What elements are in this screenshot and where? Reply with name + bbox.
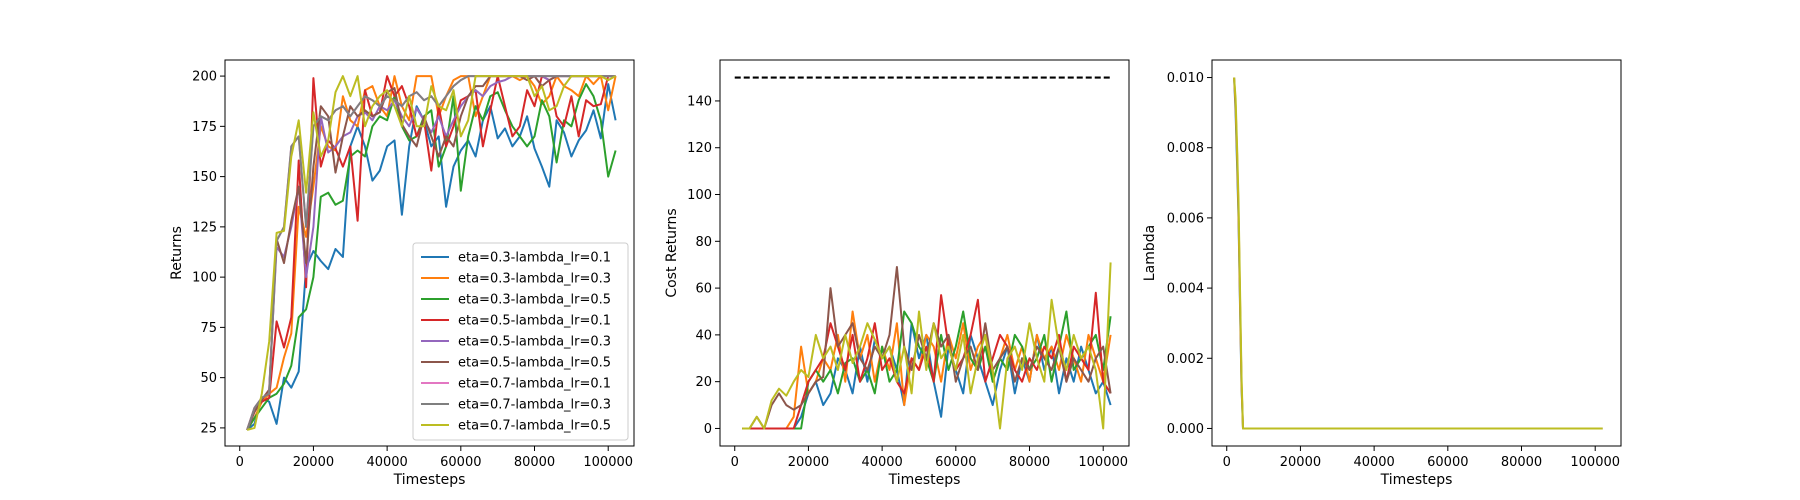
legend-item: eta=0.3-lambda_lr=0.1 <box>421 251 611 266</box>
x-tick-label: 100000 <box>1078 455 1128 470</box>
panel-2: 0 20000 40000 60000 80000 100000 0 20 40 60 80 100 1… <box>664 59 1130 488</box>
legend-item: eta=0.7-lambda_lr=0.3 <box>421 398 611 413</box>
legend: eta=0.3-lambda_lr=0.1 eta=0.3-lambda_lr=0… <box>412 242 629 441</box>
x-tick-label: 20000 <box>788 455 829 470</box>
y-tick-label: 25 <box>200 421 217 436</box>
series-line <box>246 75 616 431</box>
y-tick-label: 0.006 <box>1167 211 1204 226</box>
x-tick-label: 80000 <box>514 455 555 470</box>
panel-1: 0 20000 40000 60000 80000 100000 25 50 75 100 125 1… <box>169 59 635 488</box>
legend-label: eta=0.3-lambda_lr=0.5 <box>458 293 611 308</box>
y-tick-label: 150 <box>192 170 217 185</box>
x-tick-label: 100000 <box>583 455 633 470</box>
x-tick-label: 60000 <box>440 455 481 470</box>
legend-label: eta=0.7-lambda_lr=0.1 <box>458 377 611 392</box>
legend-label: eta=0.3-lambda_lr=0.1 <box>458 251 611 266</box>
plot-frame <box>224 59 635 447</box>
y-tick-label: 200 <box>192 70 217 85</box>
y-tick-label: 0.000 <box>1167 422 1204 437</box>
y-tick-label: 80 <box>695 235 712 250</box>
series-line <box>742 262 1112 430</box>
series-line <box>1233 77 1603 430</box>
series-line <box>246 75 617 431</box>
x-tick-label: 20000 <box>1280 455 1321 470</box>
series-line <box>246 75 616 431</box>
y-axis-label: Cost Returns <box>664 208 680 297</box>
y-tick-label: 100 <box>687 188 712 203</box>
series-line <box>1233 77 1603 430</box>
x-tick-label: 60000 <box>1427 455 1468 470</box>
x-tick-label: 0 <box>236 455 244 470</box>
legend-label: eta=0.7-lambda_lr=0.3 <box>458 398 611 413</box>
x-tick-label: 100000 <box>1570 455 1620 470</box>
series-line <box>742 291 1112 430</box>
y-tick-label: 50 <box>200 371 217 386</box>
series-group <box>742 262 1112 430</box>
x-axis-label: Timesteps <box>393 472 466 488</box>
x-tick-label: 0 <box>731 455 739 470</box>
y-tick-label: 20 <box>695 375 712 390</box>
x-tick-label: 80000 <box>1009 455 1050 470</box>
plot-frame <box>719 59 1130 447</box>
y-axis-label: Lambda <box>1142 225 1158 281</box>
legend-label: eta=0.7-lambda_lr=0.5 <box>458 419 611 434</box>
y-tick-label: 125 <box>192 220 217 235</box>
legend-item: eta=0.3-lambda_lr=0.5 <box>421 293 611 308</box>
x-tick-label: 20000 <box>293 455 334 470</box>
legend-item: eta=0.5-lambda_lr=0.3 <box>421 335 611 350</box>
series-line <box>246 83 617 431</box>
series-line <box>246 75 616 431</box>
legend-label: eta=0.3-lambda_lr=0.3 <box>458 272 611 287</box>
y-tick-label: 40 <box>695 328 712 343</box>
x-tick-label: 40000 <box>1353 455 1394 470</box>
x-tick-label: 40000 <box>861 455 902 470</box>
x-axis-label: Timesteps <box>888 472 961 488</box>
series-line <box>1233 77 1603 430</box>
y-axis-label: Returns <box>169 226 185 280</box>
y-tick-label: 0.002 <box>1167 352 1204 367</box>
x-tick-label: 40000 <box>366 455 407 470</box>
x-tick-label: 80000 <box>1501 455 1542 470</box>
y-tick-label: 100 <box>192 271 217 286</box>
x-tick-label: 0 <box>1223 455 1231 470</box>
y-tick-label: 60 <box>695 282 712 297</box>
legend-item: eta=0.5-lambda_lr=0.5 <box>421 356 611 371</box>
legend-label: eta=0.5-lambda_lr=0.5 <box>458 356 611 371</box>
y-tick-label: 0.010 <box>1167 71 1204 86</box>
legend-item: eta=0.7-lambda_lr=0.5 <box>421 419 611 434</box>
y-tick-label: 0.004 <box>1167 282 1204 297</box>
legend-label: eta=0.5-lambda_lr=0.1 <box>458 314 611 329</box>
x-tick-label: 60000 <box>935 455 976 470</box>
series-group <box>246 75 617 431</box>
series-line <box>742 310 1112 430</box>
series-line <box>742 266 1112 430</box>
y-tick-label: 175 <box>192 120 217 135</box>
legend-label: eta=0.5-lambda_lr=0.3 <box>458 335 611 350</box>
panel-3: 0 20000 40000 60000 80000 100000 0.000 0.002 0.0… <box>1142 59 1622 488</box>
y-tick-label: 0.008 <box>1167 141 1204 156</box>
y-tick-label: 140 <box>687 94 712 109</box>
x-axis-label: Timesteps <box>1380 472 1453 488</box>
y-tick-label: 0 <box>704 422 712 437</box>
legend-item: eta=0.5-lambda_lr=0.1 <box>421 314 611 329</box>
legend-box <box>412 242 629 441</box>
legend-item: eta=0.3-lambda_lr=0.3 <box>421 272 611 287</box>
y-tick-label: 75 <box>200 321 217 336</box>
series-group <box>1233 77 1603 430</box>
legend-item: eta=0.7-lambda_lr=0.1 <box>421 377 611 392</box>
plot-frame <box>1211 59 1622 447</box>
y-tick-label: 120 <box>687 141 712 156</box>
